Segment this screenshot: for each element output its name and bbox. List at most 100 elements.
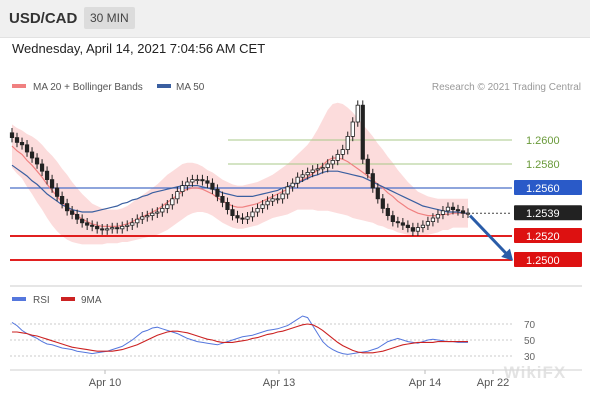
candle-body: [360, 104, 365, 160]
candle-body: [130, 222, 135, 226]
candle-body: [405, 224, 410, 228]
rsi-legend-swatch: [12, 297, 26, 301]
header-bar: USD/CAD 30 MIN: [0, 0, 590, 38]
level-tag-1.2500: [514, 252, 582, 267]
candle-body: [155, 211, 160, 214]
forecast-arrow: [468, 214, 511, 258]
candle-body: [250, 211, 255, 218]
level-label-1.2539: 1.2539: [526, 208, 560, 220]
candle-body: [165, 204, 170, 209]
candle-body: [140, 216, 145, 220]
rsi-line: [11, 315, 468, 355]
candle-body: [75, 213, 80, 220]
candle-body: [350, 121, 355, 137]
candle-body: [245, 216, 250, 220]
candle-body: [160, 207, 165, 213]
ma20-line: [11, 145, 468, 227]
candle-body: [335, 153, 340, 161]
candle-body: [390, 215, 395, 223]
bollinger-band: [12, 102, 468, 245]
candle-body: [310, 169, 315, 173]
candle-body: [90, 224, 95, 227]
research-credit: Research © 2021 Trading Central: [432, 82, 581, 93]
candle-body: [150, 212, 155, 216]
candle-body: [370, 173, 375, 189]
x-tick-label: Apr 13: [263, 377, 295, 389]
x-tick-label: Apr 10: [89, 377, 121, 389]
candle-body: [60, 195, 65, 204]
candle-body: [54, 187, 60, 197]
candle-body: [120, 225, 125, 230]
candle-body: [215, 188, 220, 197]
candle-body: [275, 198, 280, 201]
candle-body: [145, 215, 150, 218]
level-label-1.2560: 1.2560: [526, 183, 560, 195]
candle-body: [180, 185, 185, 193]
candle-body: [395, 221, 400, 224]
candle-body: [170, 198, 175, 206]
candle-body: [24, 144, 30, 153]
candle-body: [85, 222, 90, 226]
candle-body: [305, 171, 310, 176]
rsi-tick-label: 30: [524, 352, 536, 363]
rsi-legend-label: RSI: [33, 295, 50, 306]
candle-body: [320, 167, 325, 170]
level-tag-1.2560: [514, 180, 582, 195]
candle-body: [9, 132, 15, 139]
level-label-1.2600: 1.2600: [526, 135, 560, 147]
candle-body: [460, 210, 466, 214]
candle-body: [400, 222, 405, 226]
candle-body: [105, 228, 110, 231]
rsi-tick-label: 50: [524, 336, 536, 347]
candle-body: [205, 180, 210, 184]
rsi-tick-label: 70: [524, 320, 536, 331]
candle-body: [240, 217, 245, 220]
candle-body: [80, 218, 85, 224]
x-tick-label: Apr 14: [409, 377, 441, 389]
x-tick-label: Apr 22: [477, 377, 509, 389]
candle-body: [420, 224, 426, 228]
candle-body: [135, 218, 140, 224]
ma20-legend-swatch: [12, 84, 26, 88]
candle-body: [65, 203, 70, 212]
level-tag-1.2539: [514, 205, 582, 221]
ma9-legend-label: 9MA: [81, 295, 102, 306]
candle-body: [235, 215, 240, 219]
level-tag-1.2520: [514, 228, 582, 243]
candle-body: [430, 217, 436, 222]
candle-body: [110, 227, 115, 230]
watermark: WikiFX: [504, 363, 567, 382]
candle-body: [270, 198, 275, 202]
ma9-legend-swatch: [61, 297, 75, 301]
candle-body: [265, 200, 270, 206]
candle-body: [175, 191, 180, 200]
candle-body: [365, 158, 370, 174]
candle-body: [280, 193, 285, 200]
candle-body: [220, 195, 225, 203]
candle-body: [100, 228, 105, 231]
candle-body: [200, 179, 205, 182]
candle-body: [285, 186, 290, 195]
candle-body: [44, 170, 50, 180]
candle-body: [70, 210, 75, 215]
rsi-ma9-line: [12, 323, 468, 354]
ma50-legend-swatch: [157, 84, 171, 88]
candle-body: [225, 201, 230, 210]
ma50-line: [11, 164, 468, 214]
level-label-1.2520: 1.2520: [526, 231, 560, 243]
candle-body: [34, 157, 40, 165]
timeframe-button[interactable]: 30 MIN: [84, 7, 135, 29]
candle-body: [355, 104, 360, 123]
candle-body: [415, 227, 420, 232]
candle-body: [210, 182, 215, 190]
candle-body: [49, 179, 55, 189]
candle-body: [435, 213, 441, 219]
candle-body: [410, 227, 415, 232]
level-label-1.2500: 1.2500: [526, 255, 560, 267]
candle-body: [295, 176, 300, 184]
candle-body: [385, 207, 390, 216]
candle-body: [325, 163, 330, 168]
candle-body: [300, 174, 305, 178]
candle-body: [445, 206, 451, 212]
